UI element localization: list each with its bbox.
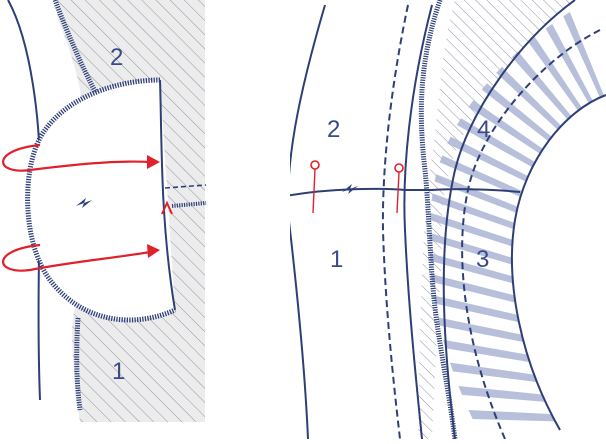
interfacing-stripe <box>496 66 562 130</box>
dashed-mark-line <box>164 184 207 189</box>
interfacing-stripe <box>429 253 514 284</box>
cut-edge-curve <box>403 4 433 439</box>
main-seam-curve <box>290 4 326 439</box>
band-outer-edge <box>442 0 576 439</box>
pin-icon <box>310 160 320 214</box>
interfacing-stripe <box>431 274 516 303</box>
interfacing-stripes <box>429 11 605 422</box>
left-panel <box>2 0 207 422</box>
interfacing-stripe <box>458 386 546 402</box>
interfacing-stripe <box>434 174 518 213</box>
interfacing-stripe <box>433 295 519 323</box>
red-arrowhead-lower <box>147 244 160 258</box>
right-panel <box>290 0 606 439</box>
interfacing-stripe <box>437 317 524 343</box>
piece-label-band-4: 4 <box>477 116 491 143</box>
band-inner-edge <box>511 94 606 431</box>
interfacing-stripe <box>447 136 529 182</box>
interfacing-stripe <box>528 37 583 111</box>
interfacing-stripe <box>430 212 513 247</box>
piece-label-band-3: 3 <box>476 246 490 273</box>
pressing-bolt-icon-right <box>342 184 358 194</box>
piece-label-right-2: 2 <box>327 116 341 143</box>
interfacing-stripe <box>481 83 552 142</box>
band-zigzag-edge <box>418 0 458 439</box>
interfacing-stripe <box>468 409 556 422</box>
facing-half-circle <box>27 80 175 320</box>
stitch-dashed-curve <box>381 4 409 439</box>
piece-label-left-2: 2 <box>110 44 124 71</box>
pressing-bolt-icon <box>76 198 92 208</box>
interfacing-stripe <box>468 100 544 154</box>
zigzag-stub <box>171 201 207 208</box>
hatched-band <box>418 0 575 439</box>
mark-arrow-icon <box>161 200 173 215</box>
facing-straight-edge <box>159 79 176 311</box>
interfacing-stripe <box>429 232 513 265</box>
red-arrow-lower <box>2 243 151 272</box>
interfacing-stripe <box>431 193 515 230</box>
red-arrowhead-upper <box>147 155 160 169</box>
interfacing-stripe <box>545 23 593 104</box>
interfacing-stripe <box>439 155 523 197</box>
joining-seam-line <box>290 187 521 197</box>
facing-zigzag-edge <box>25 77 177 323</box>
interfacing-stripe <box>450 362 537 383</box>
red-arrow-upper <box>2 143 151 172</box>
interfacing-stripe <box>443 339 530 363</box>
interfacing-stripe <box>563 11 605 98</box>
interfacing-stripe <box>456 118 536 168</box>
pin-icon <box>394 163 404 214</box>
piece-label-left-1: 1 <box>112 358 126 385</box>
interfacing-stripe <box>511 51 572 120</box>
piece-label-right-1: 1 <box>330 246 344 273</box>
strip-zigzag-edge-lower <box>74 317 83 411</box>
